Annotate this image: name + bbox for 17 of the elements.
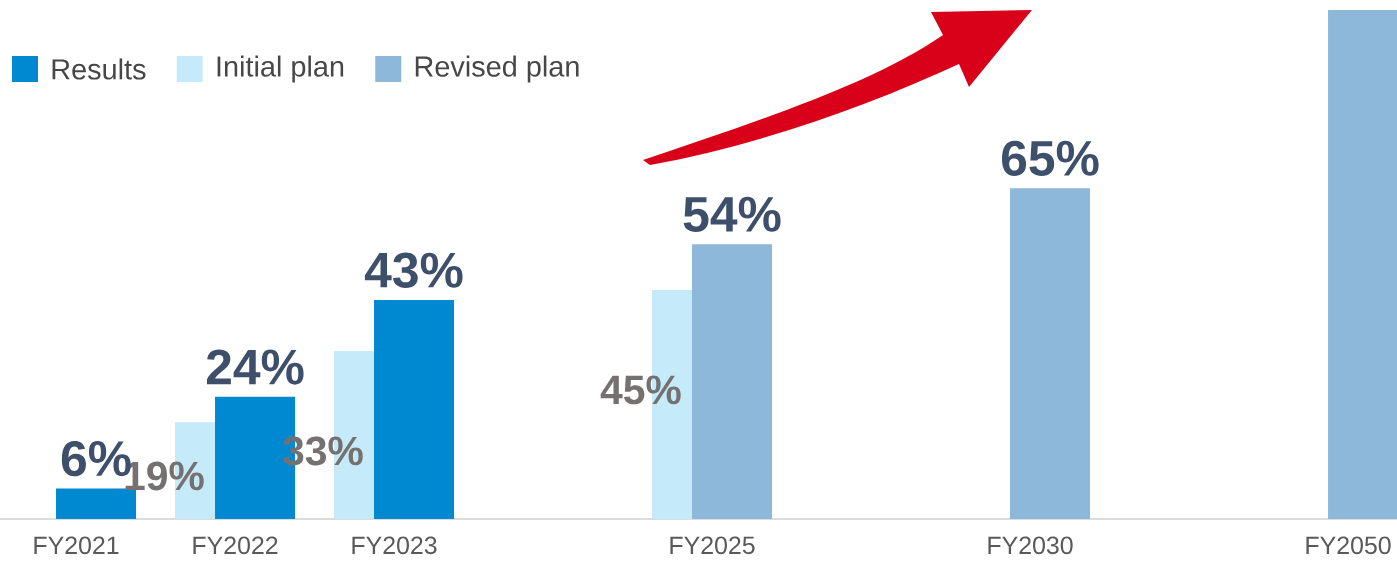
- x-tick-label: FY2022: [193, 536, 278, 555]
- x-tick-label: FY2021: [34, 536, 119, 555]
- data-label: 45%: [600, 375, 681, 405]
- bar: [692, 244, 773, 519]
- x-tick-label: FY2023: [352, 536, 437, 555]
- data-label: 65%: [1002, 140, 1099, 176]
- legend-label: Revised plan: [415, 55, 579, 83]
- data-label: 24%: [206, 349, 304, 385]
- bar: [374, 300, 455, 519]
- data-label: 54%: [683, 196, 781, 232]
- data-label: 43%: [364, 252, 463, 288]
- x-tick-label: FY2025: [670, 536, 755, 555]
- legend-label: Results: [52, 58, 146, 80]
- x-tick-label: FY2050: [1306, 536, 1391, 555]
- legend-label: Initial plan: [217, 55, 344, 83]
- bar: [1010, 188, 1091, 519]
- x-tick-label: FY2030: [988, 536, 1073, 555]
